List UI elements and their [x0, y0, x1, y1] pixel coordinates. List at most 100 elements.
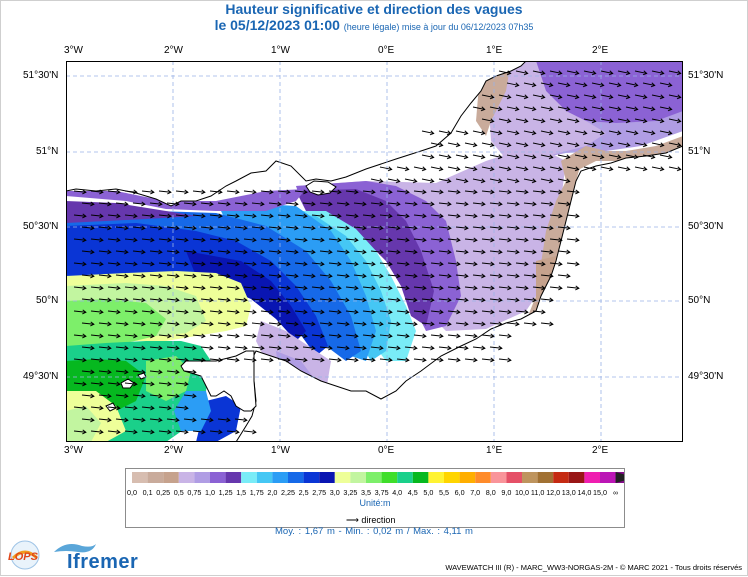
direction-arrow	[498, 310, 511, 313]
direction-arrow	[438, 130, 451, 134]
direction-arrow	[472, 130, 485, 134]
direction-arrow	[226, 310, 239, 313]
direction-arrow	[523, 226, 536, 229]
direction-arrow-head	[413, 225, 418, 231]
direction-arrow-head	[167, 213, 172, 219]
direction-arrow-head	[82, 333, 87, 339]
direction-arrow-head	[150, 237, 155, 243]
lon-label-top-1w: 1°W	[271, 45, 290, 56]
direction-arrow	[362, 334, 375, 337]
direction-arrow-head	[158, 297, 163, 303]
direction-arrow	[540, 250, 553, 253]
direction-arrow	[362, 238, 375, 241]
direction-arrow	[226, 358, 239, 361]
direction-arrow	[472, 274, 485, 277]
direction-arrow	[583, 166, 596, 170]
direction-arrow	[243, 238, 256, 241]
direction-arrow-head	[430, 321, 435, 327]
direction-arrow	[498, 214, 511, 217]
direction-arrow-head	[481, 321, 486, 327]
direction-arrow-head	[625, 70, 631, 76]
direction-arrow	[260, 310, 273, 313]
direction-arrow-head	[506, 70, 512, 76]
direction-arrow-head	[616, 154, 622, 160]
direction-arrow-head	[379, 345, 384, 351]
direction-arrow-head	[396, 201, 401, 207]
direction-arrow-head	[99, 237, 104, 243]
direction-arrow	[481, 166, 494, 170]
direction-arrow-head	[252, 429, 257, 435]
direction-arrow-head	[107, 249, 112, 255]
direction-arrow-head	[659, 142, 665, 148]
direction-arrow	[557, 274, 570, 277]
direction-arrow	[226, 262, 239, 265]
direction-arrow	[489, 154, 502, 158]
direction-arrow	[566, 94, 579, 98]
direction-arrow	[166, 226, 179, 229]
arrow-right-icon: ⟶	[346, 515, 359, 525]
direction-arrow	[209, 286, 222, 289]
direction-arrow-head	[320, 189, 325, 195]
direction-arrow-head	[243, 225, 248, 231]
direction-arrow	[642, 154, 655, 158]
direction-arrow-head	[116, 333, 121, 339]
direction-arrow	[668, 118, 681, 122]
direction-arrow-head	[133, 309, 138, 315]
direction-arrow-head	[337, 189, 342, 195]
direction-arrow-head	[141, 321, 146, 327]
direction-arrow	[90, 286, 103, 289]
direction-arrow-head	[371, 189, 376, 195]
direction-arrow	[608, 130, 621, 134]
direction-arrow-head	[481, 225, 486, 231]
direction-arrow	[506, 106, 519, 110]
direction-arrow-head	[116, 309, 121, 315]
direction-arrow	[498, 190, 511, 193]
direction-arrow-head	[99, 405, 104, 411]
legend-swatch	[241, 472, 257, 483]
direction-arrow-head	[133, 213, 138, 219]
direction-arrow-head	[464, 297, 469, 303]
direction-arrow-head	[506, 94, 512, 100]
direction-arrow-head	[99, 381, 104, 387]
direction-arrow-head	[430, 249, 435, 255]
direction-arrow-head	[565, 178, 571, 184]
direction-arrow	[234, 226, 247, 229]
direction-arrow	[464, 358, 477, 361]
legend-swatch	[522, 472, 538, 483]
direction-arrow-head	[286, 309, 291, 315]
direction-arrow	[183, 274, 196, 277]
legend-tick-label: 5,5	[439, 488, 449, 497]
direction-arrow	[217, 298, 230, 301]
direction-arrow-head	[107, 273, 112, 279]
direction-arrow	[498, 118, 511, 122]
direction-arrow	[421, 274, 434, 277]
direction-arrow	[515, 142, 528, 146]
direction-arrow	[396, 190, 409, 193]
direction-arrow	[464, 166, 477, 170]
direction-arrow	[132, 394, 145, 397]
direction-arrow	[328, 214, 341, 217]
direction-arrow	[268, 226, 281, 229]
wave-height-map	[66, 61, 683, 442]
direction-arrow-head	[667, 154, 673, 160]
direction-arrow	[421, 202, 434, 205]
direction-arrow	[379, 190, 392, 193]
legend-swatch	[475, 472, 491, 483]
direction-arrow	[285, 298, 298, 301]
direction-arrow-head	[167, 357, 172, 363]
direction-arrow-head	[99, 189, 104, 195]
direction-arrow	[600, 94, 613, 98]
direction-arrow	[243, 214, 256, 217]
direction-arrow	[625, 154, 638, 158]
direction-arrow	[472, 178, 485, 182]
direction-arrow	[175, 310, 188, 313]
legend-tick-label: ∞	[613, 488, 618, 497]
direction-arrow-head	[422, 309, 427, 315]
direction-arrow	[566, 214, 579, 217]
direction-arrow-head	[116, 213, 121, 219]
lon-label-bottom-2e: 2°E	[592, 445, 609, 456]
direction-arrow-head	[235, 357, 240, 363]
direction-arrow-head	[557, 142, 563, 148]
lat-label-left-50: 50°N	[36, 295, 59, 306]
lon-label-top-1e: 1°E	[486, 45, 503, 56]
